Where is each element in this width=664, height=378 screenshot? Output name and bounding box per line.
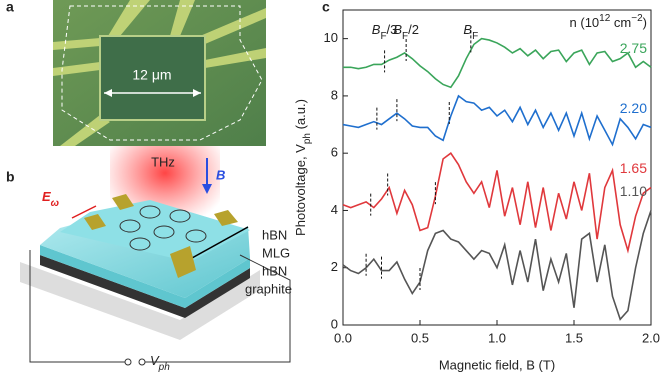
annotation: BF/3 — [372, 22, 398, 42]
graphite — [40, 255, 250, 318]
y-tick-label: 10 — [324, 30, 338, 45]
terminal — [124, 358, 132, 366]
outline — [61, 5, 263, 141]
layer-label: hBN — [262, 263, 287, 278]
slab-top — [60, 200, 250, 262]
layer-label: hBN — [262, 227, 287, 242]
y-tick-label: 2 — [331, 259, 338, 274]
series-line — [342, 94, 652, 147]
text-part: B — [393, 22, 402, 37]
b-label: B — [216, 167, 225, 182]
x-tick-label: 0.5 — [411, 330, 429, 345]
electrodes — [53, 0, 266, 146]
text-part: F — [472, 31, 478, 42]
text-part: B — [463, 22, 472, 37]
text-part: F — [380, 31, 386, 42]
x-axis-label: Magnetic field, B (T) — [439, 357, 555, 372]
legend-title: n (1012 cm−2) — [570, 13, 647, 30]
text-part: ω — [51, 198, 60, 209]
arrow-head — [202, 184, 212, 194]
text-part: ) — [643, 15, 647, 30]
beam-label: THz — [151, 154, 175, 169]
terminal — [138, 358, 146, 366]
vortices — [119, 205, 207, 251]
y-tick-label: 8 — [331, 87, 338, 102]
legend-label: 1.10 — [620, 183, 647, 199]
panel-label: b — [6, 169, 15, 185]
panel-label: a — [6, 0, 14, 15]
arrow-head — [193, 89, 201, 97]
legend-label: 2.75 — [620, 40, 647, 56]
wire — [29, 250, 125, 363]
layer-label: graphite — [245, 281, 292, 296]
e-arrow — [71, 205, 97, 219]
plot-frame — [342, 9, 652, 326]
text-part: ph — [302, 133, 313, 144]
text-part: n (10 — [570, 15, 600, 30]
series-line — [342, 210, 652, 321]
x-tick-label: 0.0 — [334, 330, 352, 345]
wire — [145, 254, 291, 363]
text-part: F — [402, 31, 408, 42]
text-part: −2 — [631, 13, 643, 24]
text-part: V — [150, 353, 160, 368]
text-part: (a.u.) — [293, 99, 308, 133]
contacts — [84, 194, 238, 278]
scale-label: 12 μm — [132, 67, 171, 83]
y-axis-label: Photovoltage, Vph (a.u.) — [293, 99, 313, 236]
text-part: E — [42, 189, 51, 204]
text-part: /2 — [408, 22, 419, 37]
text-part: ph — [158, 362, 171, 373]
y-tick-label: 6 — [331, 145, 338, 160]
legend-label: 1.65 — [620, 160, 647, 176]
annotation: BF/2 — [393, 22, 419, 42]
text-part: cm — [610, 15, 631, 30]
legend-label: 2.20 — [620, 100, 647, 116]
substrate — [20, 262, 260, 340]
series-line — [342, 152, 652, 254]
mlg — [191, 226, 249, 259]
text-part: 12 — [599, 13, 611, 24]
text-part: /3 — [387, 22, 398, 37]
voltage-label: Vph — [150, 353, 170, 373]
series-line — [343, 37, 652, 89]
y-tick-label: 0 — [331, 316, 338, 331]
device — [99, 35, 206, 121]
panel-label: c — [322, 0, 330, 15]
arrow-head — [104, 89, 112, 97]
y-tick-label: 4 — [331, 202, 338, 217]
layer-label: MLG — [262, 245, 290, 260]
annotation: BF — [463, 22, 478, 42]
text-part: B — [372, 22, 381, 37]
e-label: Eω — [42, 189, 60, 209]
x-tick-label: 2.0 — [642, 330, 660, 345]
text-part: Photovoltage, V — [293, 144, 308, 236]
hbn — [40, 245, 250, 308]
x-tick-label: 1.5 — [565, 330, 583, 345]
x-tick-label: 1.0 — [488, 330, 506, 345]
